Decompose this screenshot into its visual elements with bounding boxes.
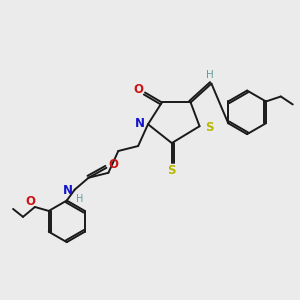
Text: O: O [133,83,143,96]
Text: O: O [108,158,118,171]
Text: O: O [24,194,36,208]
Text: N: N [134,117,146,130]
Text: S: S [205,121,214,134]
Text: H: H [76,194,83,203]
Text: H: H [205,68,214,81]
Text: S: S [167,164,176,177]
Text: H: H [206,70,213,80]
Text: O: O [133,83,144,96]
Text: O: O [25,194,35,208]
Text: N: N [62,184,73,197]
Text: O: O [108,158,119,171]
Text: S: S [205,121,214,134]
Text: N: N [63,184,73,197]
Text: H: H [76,194,84,203]
Text: N: N [135,117,145,130]
Text: S: S [167,164,177,177]
